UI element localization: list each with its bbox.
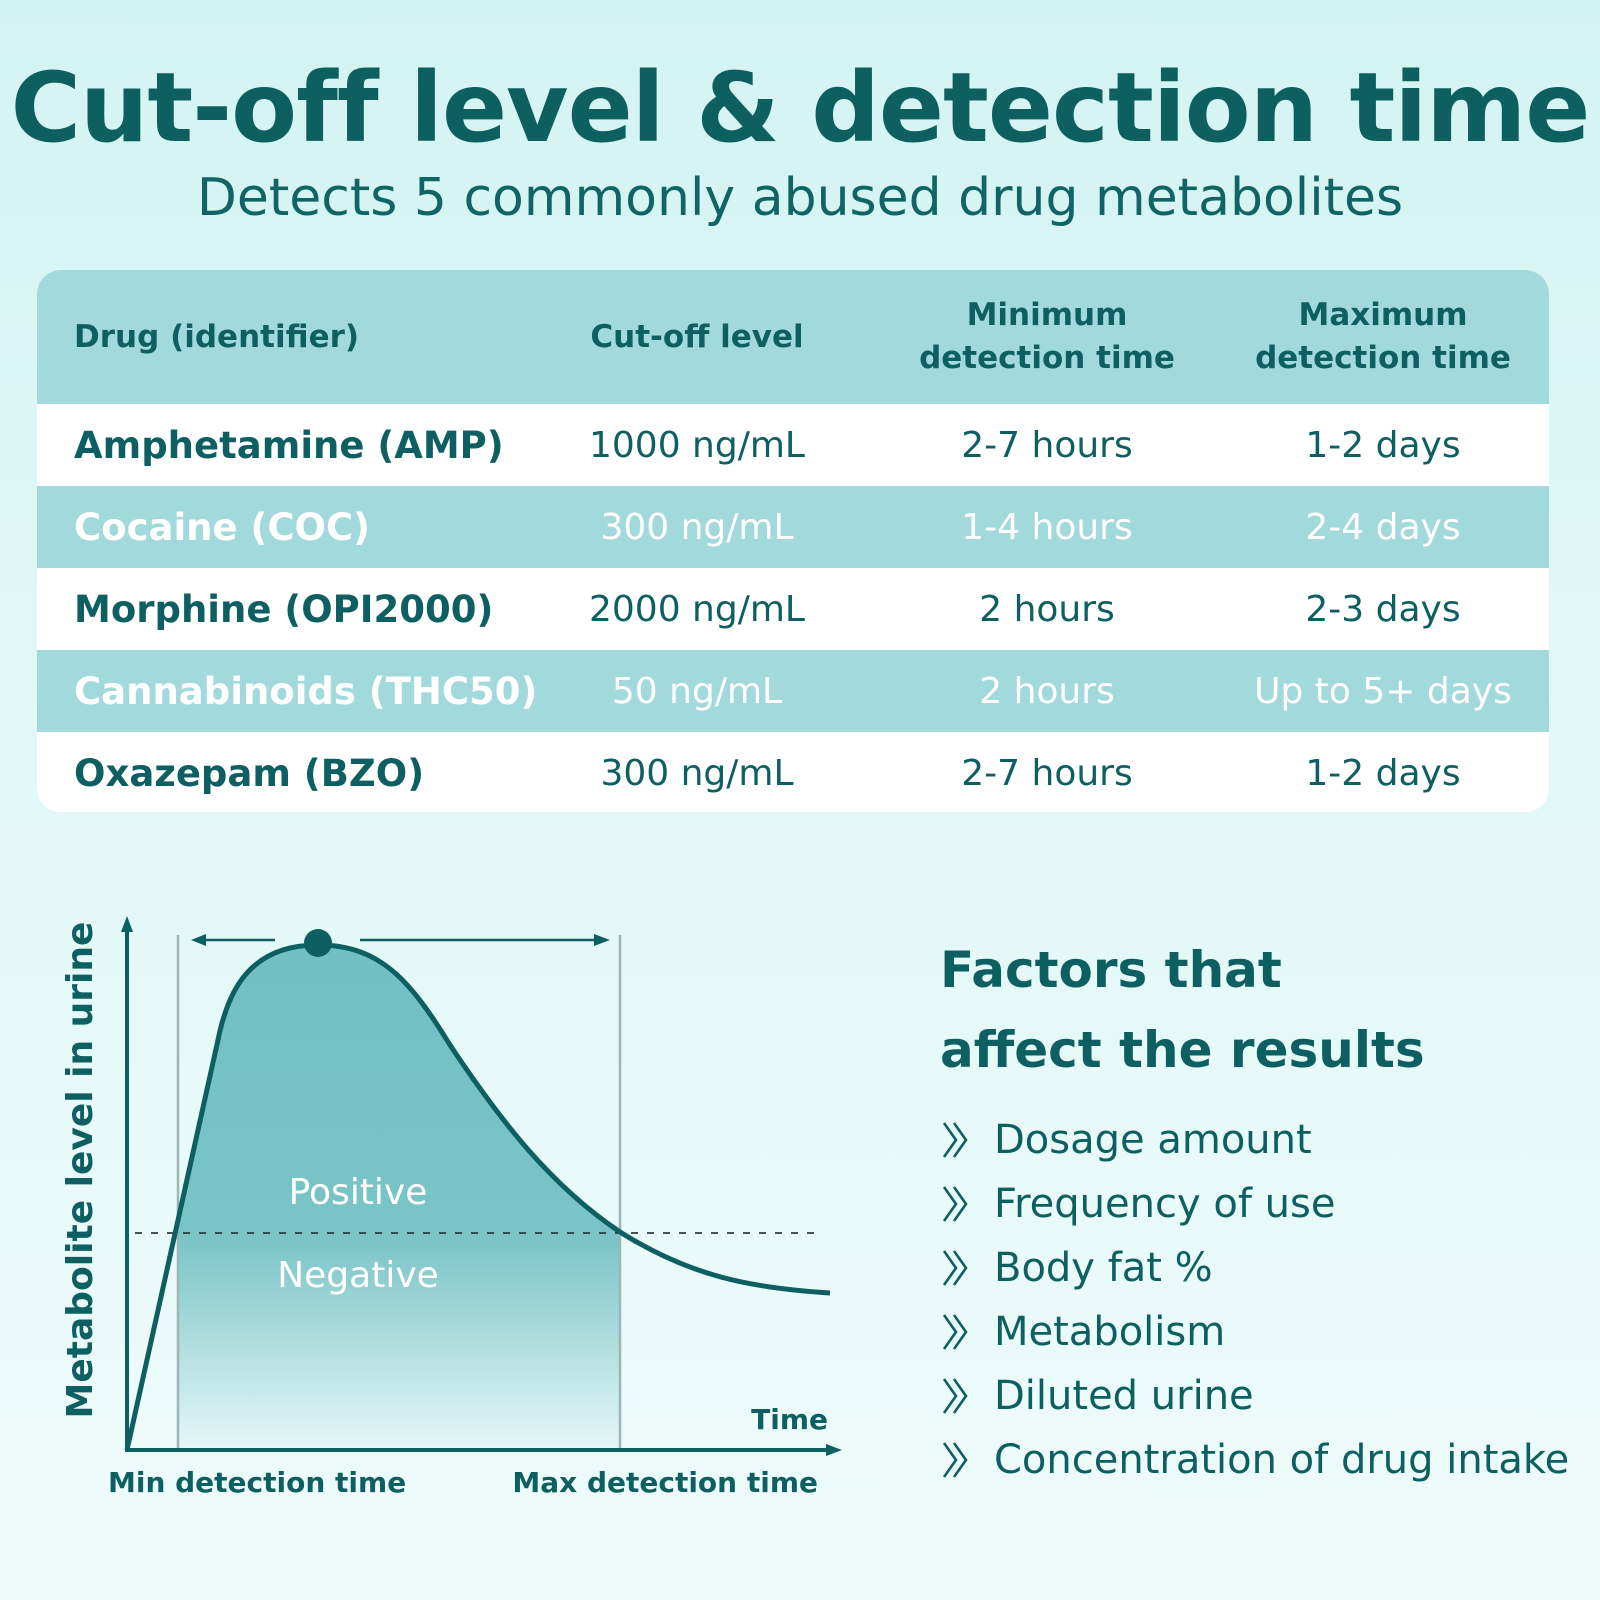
double-chevron-right-icon bbox=[942, 1122, 968, 1158]
detection-diagram: Positive Negative Time Min detection tim… bbox=[60, 916, 842, 1499]
min-detection-time: 2 hours bbox=[979, 588, 1115, 630]
cutoff-level: 50 ng/mL bbox=[611, 670, 783, 712]
list-item: Frequency of use bbox=[940, 1172, 1569, 1236]
list-item: Metabolism bbox=[940, 1300, 1569, 1364]
y-axis-arrow-icon bbox=[121, 916, 133, 932]
header-max-line1: Maximum bbox=[1298, 297, 1468, 333]
peak-dot bbox=[304, 929, 332, 957]
factors-list: Dosage amount Frequency of use Body fat … bbox=[940, 1108, 1569, 1492]
x-axis-arrow-icon bbox=[826, 1444, 842, 1456]
max-detection-time: Up to 5+ days bbox=[1254, 670, 1512, 712]
min-detection-label: Min detection time bbox=[108, 1466, 406, 1499]
list-item: Dosage amount bbox=[940, 1108, 1569, 1172]
drug-name: Amphetamine (AMP) bbox=[74, 423, 504, 467]
double-chevron-right-icon bbox=[942, 1442, 968, 1478]
factors-title-line1: Factors that bbox=[940, 941, 1282, 999]
table-row: Morphine (OPI2000) 2000 ng/mL 2 hours 2-… bbox=[37, 568, 1549, 650]
factor-text: Dosage amount bbox=[994, 1117, 1312, 1163]
header-min-line1: Minimum bbox=[966, 297, 1128, 333]
negative-label: Negative bbox=[277, 1255, 439, 1296]
cutoff-level: 300 ng/mL bbox=[600, 506, 794, 548]
factor-text: Metabolism bbox=[994, 1309, 1226, 1355]
table-row: Cocaine (COC) 300 ng/mL 1-4 hours 2-4 da… bbox=[37, 486, 1549, 568]
list-item: Diluted urine bbox=[940, 1364, 1569, 1428]
list-item: Body fat % bbox=[940, 1236, 1569, 1300]
list-item: Concentration of drug intake bbox=[940, 1428, 1569, 1492]
header-cutoff: Cut-off level bbox=[590, 318, 804, 355]
table-row: Cannabinoids (THC50) 50 ng/mL 2 hours Up… bbox=[37, 650, 1549, 732]
factor-text: Diluted urine bbox=[994, 1373, 1254, 1419]
header-min-detection: Minimum detection time bbox=[877, 270, 1217, 404]
header-drug: Drug (identifier) bbox=[74, 318, 360, 355]
factor-text: Concentration of drug intake bbox=[994, 1437, 1570, 1483]
factor-text: Body fat % bbox=[994, 1245, 1213, 1291]
table-row: Oxazepam (BZO) 300 ng/mL 2-7 hours 1-2 d… bbox=[37, 732, 1549, 812]
header-max-line2: detection time bbox=[1255, 340, 1511, 376]
table-row: Amphetamine (AMP) 1000 ng/mL 2-7 hours 1… bbox=[37, 404, 1549, 486]
x-axis-label: Time bbox=[751, 1403, 828, 1436]
factors-title: Factors that affect the results bbox=[940, 930, 1425, 1090]
factors-title-line2: affect the results bbox=[940, 1021, 1425, 1079]
metabolite-curve bbox=[124, 942, 831, 1451]
positive-label: Positive bbox=[289, 1172, 428, 1213]
max-detection-time: 2-3 days bbox=[1305, 588, 1461, 630]
drug-name: Cocaine (COC) bbox=[74, 505, 371, 549]
max-detection-label: Max detection time bbox=[512, 1466, 818, 1499]
cutoff-level: 300 ng/mL bbox=[600, 752, 794, 794]
y-axis-label: Metabolite level in urine bbox=[60, 922, 101, 1419]
cutoff-level: 2000 ng/mL bbox=[589, 588, 805, 630]
drug-name: Oxazepam (BZO) bbox=[74, 751, 425, 795]
table-header: Drug (identifier) Cut-off level Minimum … bbox=[37, 270, 1549, 404]
double-chevron-right-icon bbox=[942, 1314, 968, 1350]
double-chevron-right-icon bbox=[942, 1186, 968, 1222]
header-min-line2: detection time bbox=[919, 340, 1175, 376]
double-chevron-right-icon bbox=[942, 1250, 968, 1286]
min-detection-time: 1-4 hours bbox=[961, 506, 1133, 548]
factor-text: Frequency of use bbox=[994, 1181, 1336, 1227]
window-arrow-right-icon bbox=[594, 934, 610, 946]
min-detection-time: 2-7 hours bbox=[961, 752, 1133, 794]
detection-area bbox=[178, 945, 620, 1450]
drug-name: Cannabinoids (THC50) bbox=[74, 669, 538, 713]
page-subtitle: Detects 5 commonly abused drug metabolit… bbox=[196, 168, 1404, 228]
drug-name: Morphine (OPI2000) bbox=[74, 587, 494, 631]
page-title: Cut-off level & detection time bbox=[10, 52, 1591, 164]
window-arrow-left-icon bbox=[191, 934, 206, 946]
drug-table: Drug (identifier) Cut-off level Minimum … bbox=[37, 270, 1549, 812]
max-detection-time: 1-2 days bbox=[1305, 752, 1461, 794]
double-chevron-right-icon bbox=[942, 1378, 968, 1414]
cutoff-level: 1000 ng/mL bbox=[589, 424, 805, 466]
min-detection-time: 2 hours bbox=[979, 670, 1115, 712]
header-max-detection: Maximum detection time bbox=[1217, 270, 1549, 404]
max-detection-time: 1-2 days bbox=[1305, 424, 1461, 466]
min-detection-time: 2-7 hours bbox=[961, 424, 1133, 466]
max-detection-time: 2-4 days bbox=[1305, 506, 1461, 548]
